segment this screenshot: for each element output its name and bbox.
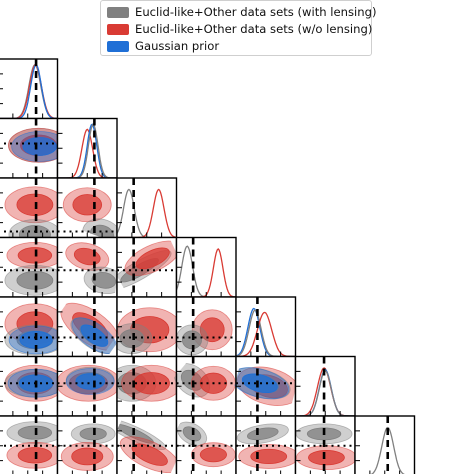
contour-panel-3-1	[56, 236, 125, 298]
contour-panel-5-1	[56, 355, 118, 417]
diagonal-panel-5	[294, 355, 356, 417]
legend-item-with-lensing: Euclid-like+Other data sets (with lensin…	[107, 4, 376, 20]
contour-6-5-1-inner	[308, 450, 345, 466]
contour-panel-5-0	[0, 355, 59, 417]
contour-panel-5-2	[116, 355, 178, 417]
contour-panel-2-0	[0, 177, 59, 239]
contour-5-4-2-inner	[241, 373, 278, 394]
contour-5-1-2-inner	[75, 373, 106, 390]
panel-background	[117, 178, 177, 238]
contour-6-3-1-inner	[199, 447, 227, 463]
diagonal-panel-2	[116, 177, 178, 239]
legend: Euclid-like+Other data sets (with lensin…	[100, 0, 376, 56]
legend-item-without-lensing: Euclid-like+Other data sets (w/o lensing…	[107, 21, 372, 37]
legend-swatch-with-lensing	[107, 6, 129, 18]
contour-1-0-2-inner	[22, 137, 57, 156]
diagonal-panel-6	[354, 415, 416, 474]
contour-5-2-1-inner	[133, 372, 170, 395]
contour-panel-6-0	[0, 415, 59, 474]
panel-frame	[354, 415, 416, 474]
contour-6-4-1-inner	[250, 448, 288, 465]
contour-panel-3-2	[107, 236, 181, 298]
diagonal-panel-0	[0, 58, 59, 120]
diagonal-panel-4	[235, 296, 297, 358]
contour-3-2-1-inner	[135, 247, 170, 270]
contour-4-3-0-inner	[199, 317, 225, 343]
contour-panel-5-4	[230, 355, 301, 417]
posterior-curve-6-0	[370, 426, 405, 474]
contour-6-4-0-inner	[246, 427, 279, 441]
legend-label-gaussian-prior: Gaussian prior	[135, 39, 220, 53]
contour-panel-6-2	[103, 415, 180, 474]
legend-swatch-without-lensing	[107, 23, 129, 35]
contour-panel-4-1	[56, 296, 120, 358]
panel-background	[355, 416, 415, 474]
legend-item-gaussian-prior: Gaussian prior	[107, 38, 219, 54]
legend-label-without-lensing: Euclid-like+Other data sets (w/o lensing…	[135, 22, 373, 36]
posterior-curve-1-2	[57, 123, 117, 178]
contour-panel-6-5	[294, 415, 356, 474]
posterior-curve-4-0	[236, 307, 296, 357]
contour-2-1-0-inner	[72, 194, 103, 216]
diagonal-panel-3	[175, 236, 237, 298]
diagonal-panel-1	[56, 117, 118, 179]
contour-panel-5-3	[173, 355, 237, 417]
contour-3-1-1-inner	[91, 271, 117, 289]
contour-panel-6-3	[175, 415, 237, 474]
contour-panel-4-3	[175, 296, 237, 358]
contour-panel-4-2	[116, 296, 178, 358]
contour-panel-6-4	[235, 415, 297, 474]
posterior-curve-0-2	[0, 64, 58, 119]
contour-4-2-1-inner	[119, 329, 145, 349]
contour-panel-6-1	[56, 415, 118, 474]
contour-panel-4-0	[0, 296, 59, 358]
contour-6-1-1-inner	[71, 447, 104, 466]
posterior-curve-4-1	[236, 309, 296, 357]
legend-label-with-lensing: Euclid-like+Other data sets (with lensin…	[135, 5, 377, 19]
legend-swatch-gaussian-prior	[107, 40, 129, 52]
contour-panel-3-0	[0, 236, 59, 298]
contour-6-2-1-inner	[131, 443, 168, 466]
